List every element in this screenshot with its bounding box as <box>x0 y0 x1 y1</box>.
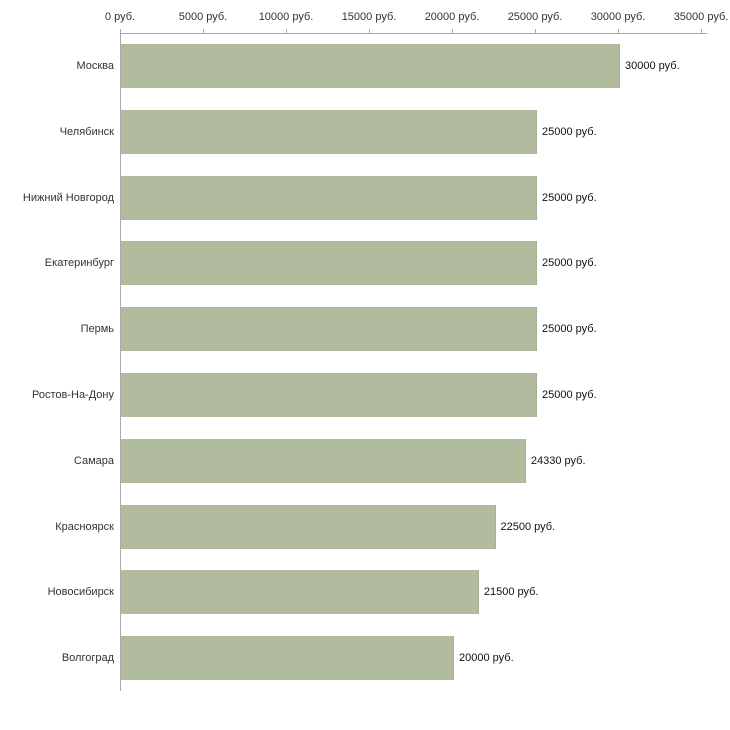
x-tick-mark <box>203 29 204 33</box>
x-tick-mark <box>452 29 453 33</box>
category-label: Самара <box>73 454 114 467</box>
bar <box>121 372 537 417</box>
x-tick-mark <box>120 29 121 33</box>
value-label: 25000 руб. <box>542 257 597 270</box>
x-axis-line <box>120 33 707 34</box>
bar <box>121 307 537 352</box>
x-tick-label: 35000 руб. <box>673 11 729 23</box>
bar <box>121 504 496 549</box>
value-label: 24330 руб. <box>530 454 586 467</box>
x-tick-mark <box>701 29 702 33</box>
x-tick-label: 20000 руб. <box>424 11 480 23</box>
x-tick-label: 15000 руб. <box>341 11 397 23</box>
x-tick-label: 25000 руб. <box>507 11 563 23</box>
x-tick-label: 0 руб. <box>104 11 136 23</box>
bar <box>121 175 537 220</box>
x-tick-mark <box>618 29 619 33</box>
value-label: 25000 руб. <box>542 323 597 336</box>
category-label: Новосибирск <box>47 586 114 599</box>
category-label: Волгоград <box>61 652 114 665</box>
category-label: Москва <box>76 59 114 72</box>
category-label: Пермь <box>80 323 114 336</box>
x-tick-label: 5000 руб. <box>178 11 228 23</box>
value-label: 22500 руб. <box>500 520 556 533</box>
bar <box>121 109 537 154</box>
category-label: Красноярск <box>55 520 114 533</box>
category-label: Ростов-На-Дону <box>31 388 114 401</box>
category-label: Челябинск <box>59 125 114 138</box>
x-tick-mark <box>286 29 287 33</box>
value-label: 20000 руб. <box>459 652 514 665</box>
category-label: Екатеринбург <box>44 257 114 270</box>
bar <box>121 570 479 615</box>
value-label: 25000 руб. <box>542 125 597 138</box>
bar <box>121 636 454 681</box>
x-tick-mark <box>369 29 370 33</box>
category-label: Нижний Новгород <box>22 191 114 204</box>
value-label: 25000 руб. <box>542 191 597 204</box>
value-label: 21500 руб. <box>483 586 539 599</box>
value-label: 30000 руб. <box>625 59 680 72</box>
value-label: 25000 руб. <box>542 388 597 401</box>
y-axis-line <box>120 33 121 691</box>
x-tick-mark <box>535 29 536 33</box>
bar <box>121 43 620 88</box>
x-tick-label: 10000 руб. <box>258 11 314 23</box>
bar <box>121 438 526 483</box>
x-tick-label: 30000 руб. <box>590 11 646 23</box>
bar <box>121 241 537 286</box>
